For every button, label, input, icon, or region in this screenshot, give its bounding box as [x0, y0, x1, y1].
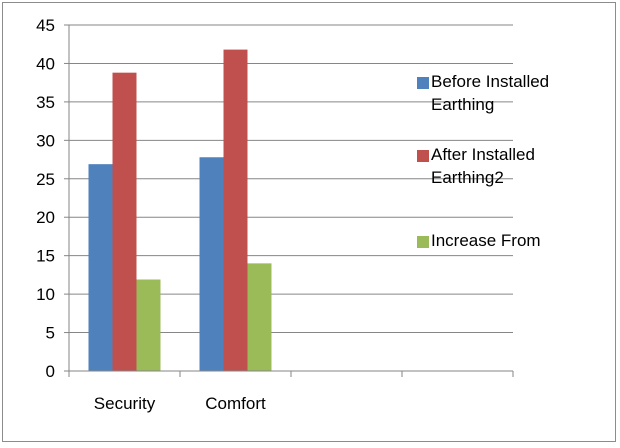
bar-comfort-series-3 [247, 263, 272, 371]
bar-security-series-3 [136, 279, 161, 371]
legend-swatch-2 [417, 150, 429, 162]
legend-label-3: Increase From [431, 231, 541, 250]
bar-comfort-series-2 [223, 49, 248, 372]
x-tick-label: Comfort [205, 394, 266, 413]
legend-label-line: Earthing [431, 95, 494, 114]
y-tick-label: 35 [36, 93, 55, 112]
bar-comfort-series-1 [199, 157, 224, 371]
legend-swatch-3 [417, 236, 429, 248]
y-tick-label: 40 [36, 54, 55, 73]
axes [64, 24, 514, 377]
legend-label-2: After Installed Earthing2 [431, 145, 535, 187]
legend-label-1: Before Installed Earthing [431, 72, 549, 114]
x-tick-label: Security [94, 394, 156, 413]
legend-swatch-1 [417, 77, 429, 89]
y-tick-label: 5 [46, 324, 55, 343]
legend-label-line: Earthing2 [431, 168, 504, 187]
bars [88, 49, 272, 372]
tick-labels: 0 5 10 15 20 25 30 35 40 45 Security Comfort [36, 16, 266, 413]
y-tick-label: 0 [46, 362, 55, 381]
y-tick-label: 45 [36, 16, 55, 35]
bar-chart: 0 5 10 15 20 25 30 35 40 45 Security Comfort Before… [36, 16, 549, 413]
y-tick-label: 30 [36, 131, 55, 150]
legend-label-line: After Installed [431, 145, 535, 164]
chart-frame: 0 5 10 15 20 25 30 35 40 45 Security Comfort Before… [2, 2, 616, 442]
y-tick-label: 20 [36, 208, 55, 227]
bar-security-series-1 [88, 164, 113, 371]
y-tick-label: 10 [36, 285, 55, 304]
legend: Before Installed Earthing After Installed E… [417, 72, 549, 250]
legend-label-line: Increase From [431, 231, 541, 250]
y-tick-label: 25 [36, 170, 55, 189]
y-tick-label: 15 [36, 247, 55, 266]
bar-security-series-2 [112, 72, 137, 371]
legend-label-line: Before Installed [431, 72, 549, 91]
